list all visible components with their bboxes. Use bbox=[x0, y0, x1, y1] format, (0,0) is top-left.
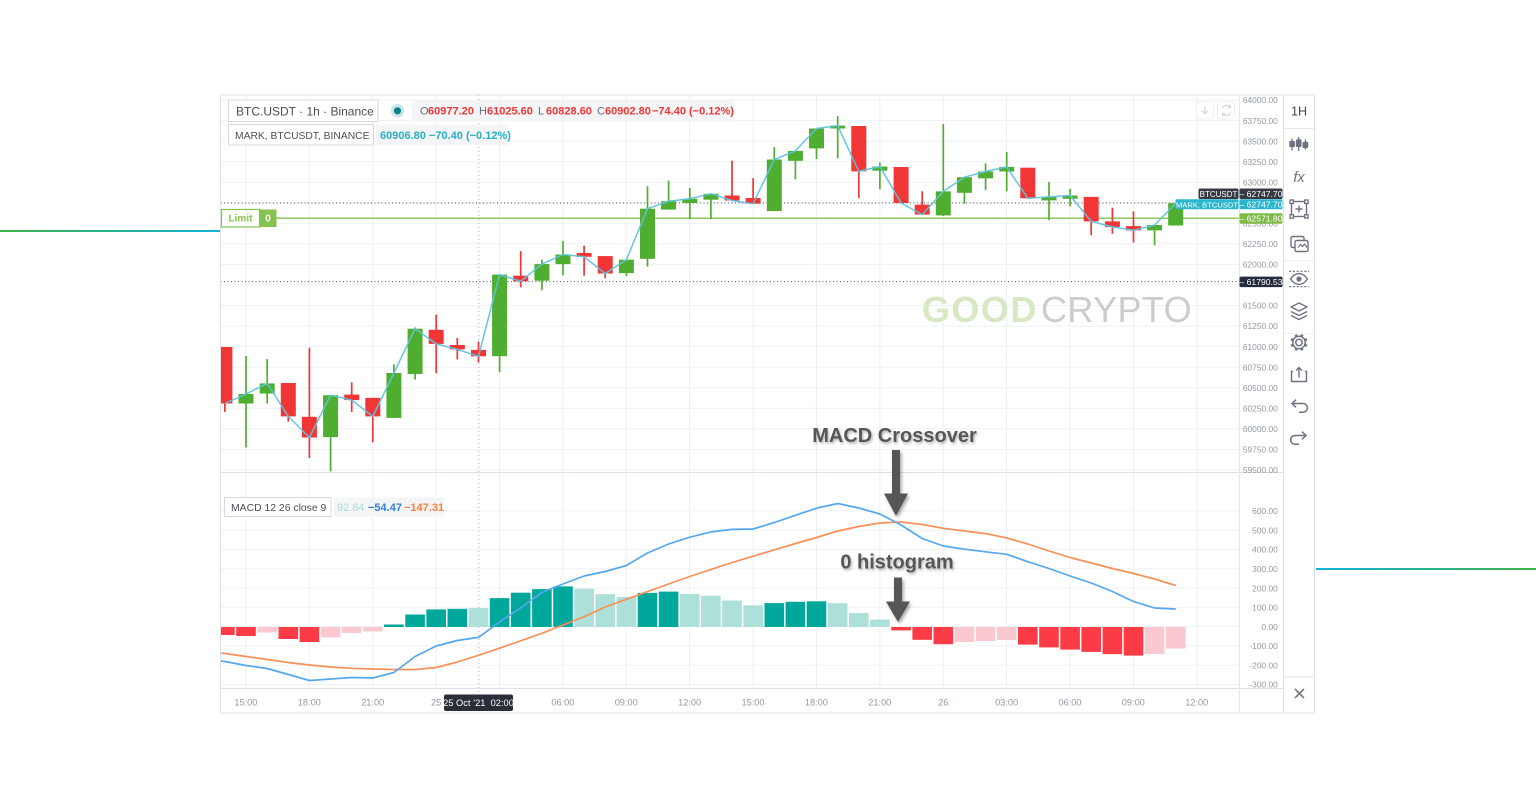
svg-text:−54.47: −54.47 bbox=[368, 502, 402, 514]
svg-text:60828.60: 60828.60 bbox=[546, 106, 592, 118]
svg-text:300.00: 300.00 bbox=[1252, 564, 1278, 574]
svg-text:L: L bbox=[538, 106, 544, 118]
svg-text:60902.80: 60902.80 bbox=[605, 106, 651, 118]
svg-text:64000.00: 64000.00 bbox=[1243, 95, 1278, 105]
svg-text:Limit: Limit bbox=[229, 214, 254, 225]
svg-text:06:00: 06:00 bbox=[551, 698, 574, 708]
svg-text:61000.00: 61000.00 bbox=[1243, 342, 1278, 352]
svg-text:0 histogram: 0 histogram bbox=[840, 552, 953, 574]
svg-text:61250.00: 61250.00 bbox=[1243, 321, 1278, 331]
svg-text:600.00: 600.00 bbox=[1252, 506, 1278, 516]
svg-text:BTCUSDT: BTCUSDT bbox=[1200, 190, 1238, 199]
svg-text:25 Oct ’21 02:00: 25 Oct ’21 02:00 bbox=[443, 698, 514, 708]
svg-text:BTC.USDT · 1h · Binance: BTC.USDT · 1h · Binance bbox=[236, 105, 374, 119]
svg-text:15:00: 15:00 bbox=[234, 698, 257, 708]
svg-text:100.00: 100.00 bbox=[1252, 603, 1278, 613]
svg-text:MARK, BTCUSDT: MARK, BTCUSDT bbox=[1176, 200, 1238, 209]
svg-text:09:00: 09:00 bbox=[1122, 698, 1145, 708]
svg-text:60750.00: 60750.00 bbox=[1243, 362, 1278, 372]
svg-text:59500.00: 59500.00 bbox=[1243, 465, 1278, 475]
svg-text:63500.00: 63500.00 bbox=[1243, 136, 1278, 146]
svg-text:61025.60: 61025.60 bbox=[487, 106, 533, 118]
svg-text:MARK, BTCUSDT, BINANCE: MARK, BTCUSDT, BINANCE bbox=[235, 131, 370, 142]
svg-text:18:00: 18:00 bbox=[298, 698, 321, 708]
svg-text:03:00: 03:00 bbox=[995, 698, 1018, 708]
svg-text:500.00: 500.00 bbox=[1252, 525, 1278, 535]
svg-text:0: 0 bbox=[265, 214, 271, 225]
svg-text:60500.00: 60500.00 bbox=[1243, 383, 1278, 393]
svg-text:−147.31: −147.31 bbox=[404, 502, 444, 514]
svg-text:-200.00: -200.00 bbox=[1249, 660, 1278, 670]
svg-text:-300.00: -300.00 bbox=[1249, 680, 1278, 690]
svg-text:60250.00: 60250.00 bbox=[1243, 403, 1278, 413]
svg-text:59750.00: 59750.00 bbox=[1243, 445, 1278, 455]
svg-text:GOODCRYPTO: GOODCRYPTO bbox=[922, 289, 1192, 330]
svg-text:– 62747.70: – 62747.70 bbox=[1239, 189, 1282, 199]
svg-text:26: 26 bbox=[938, 698, 948, 708]
svg-text:12:00: 12:00 bbox=[678, 698, 701, 708]
svg-text:−74.40 (−0.12%): −74.40 (−0.12%) bbox=[652, 106, 734, 118]
svg-text:O: O bbox=[420, 106, 429, 118]
svg-text:400.00: 400.00 bbox=[1252, 545, 1278, 555]
svg-text:15:00: 15:00 bbox=[742, 698, 765, 708]
svg-text:63000.00: 63000.00 bbox=[1243, 177, 1278, 187]
svg-text:62250.00: 62250.00 bbox=[1243, 239, 1278, 249]
svg-text:– 62747.70: – 62747.70 bbox=[1239, 199, 1282, 209]
svg-text:09:00: 09:00 bbox=[615, 698, 638, 708]
svg-text:MACD Crossover: MACD Crossover bbox=[812, 425, 977, 447]
svg-text:63250.00: 63250.00 bbox=[1243, 157, 1278, 167]
svg-text:06:00: 06:00 bbox=[1059, 698, 1082, 708]
svg-text:62000.00: 62000.00 bbox=[1243, 260, 1278, 270]
svg-text:92.84: 92.84 bbox=[337, 502, 365, 514]
svg-text:– 62571.80: – 62571.80 bbox=[1239, 214, 1282, 224]
svg-text:21:00: 21:00 bbox=[868, 698, 891, 708]
svg-text:fx: fx bbox=[1293, 170, 1305, 186]
svg-text:60906.80 −70.40 (−0.12%): 60906.80 −70.40 (−0.12%) bbox=[380, 130, 511, 142]
svg-text:21:00: 21:00 bbox=[361, 698, 384, 708]
svg-text:25: 25 bbox=[431, 698, 441, 708]
svg-text:0.00: 0.00 bbox=[1261, 622, 1278, 632]
svg-text:61500.00: 61500.00 bbox=[1243, 301, 1278, 311]
svg-text:18:00: 18:00 bbox=[805, 698, 828, 708]
svg-text:200.00: 200.00 bbox=[1252, 583, 1278, 593]
svg-text:C: C bbox=[597, 106, 605, 118]
svg-text:60000.00: 60000.00 bbox=[1243, 424, 1278, 434]
svg-text:-100.00: -100.00 bbox=[1249, 641, 1278, 651]
svg-text:1H: 1H bbox=[1291, 105, 1307, 119]
svg-text:H: H bbox=[479, 106, 487, 118]
svg-text:MACD 12 26 close 9: MACD 12 26 close 9 bbox=[231, 503, 327, 514]
svg-text:63750.00: 63750.00 bbox=[1243, 116, 1278, 126]
svg-text:60977.20: 60977.20 bbox=[428, 106, 474, 118]
svg-text:– 61790.53: – 61790.53 bbox=[1239, 277, 1282, 287]
svg-text:12:00: 12:00 bbox=[1185, 698, 1208, 708]
